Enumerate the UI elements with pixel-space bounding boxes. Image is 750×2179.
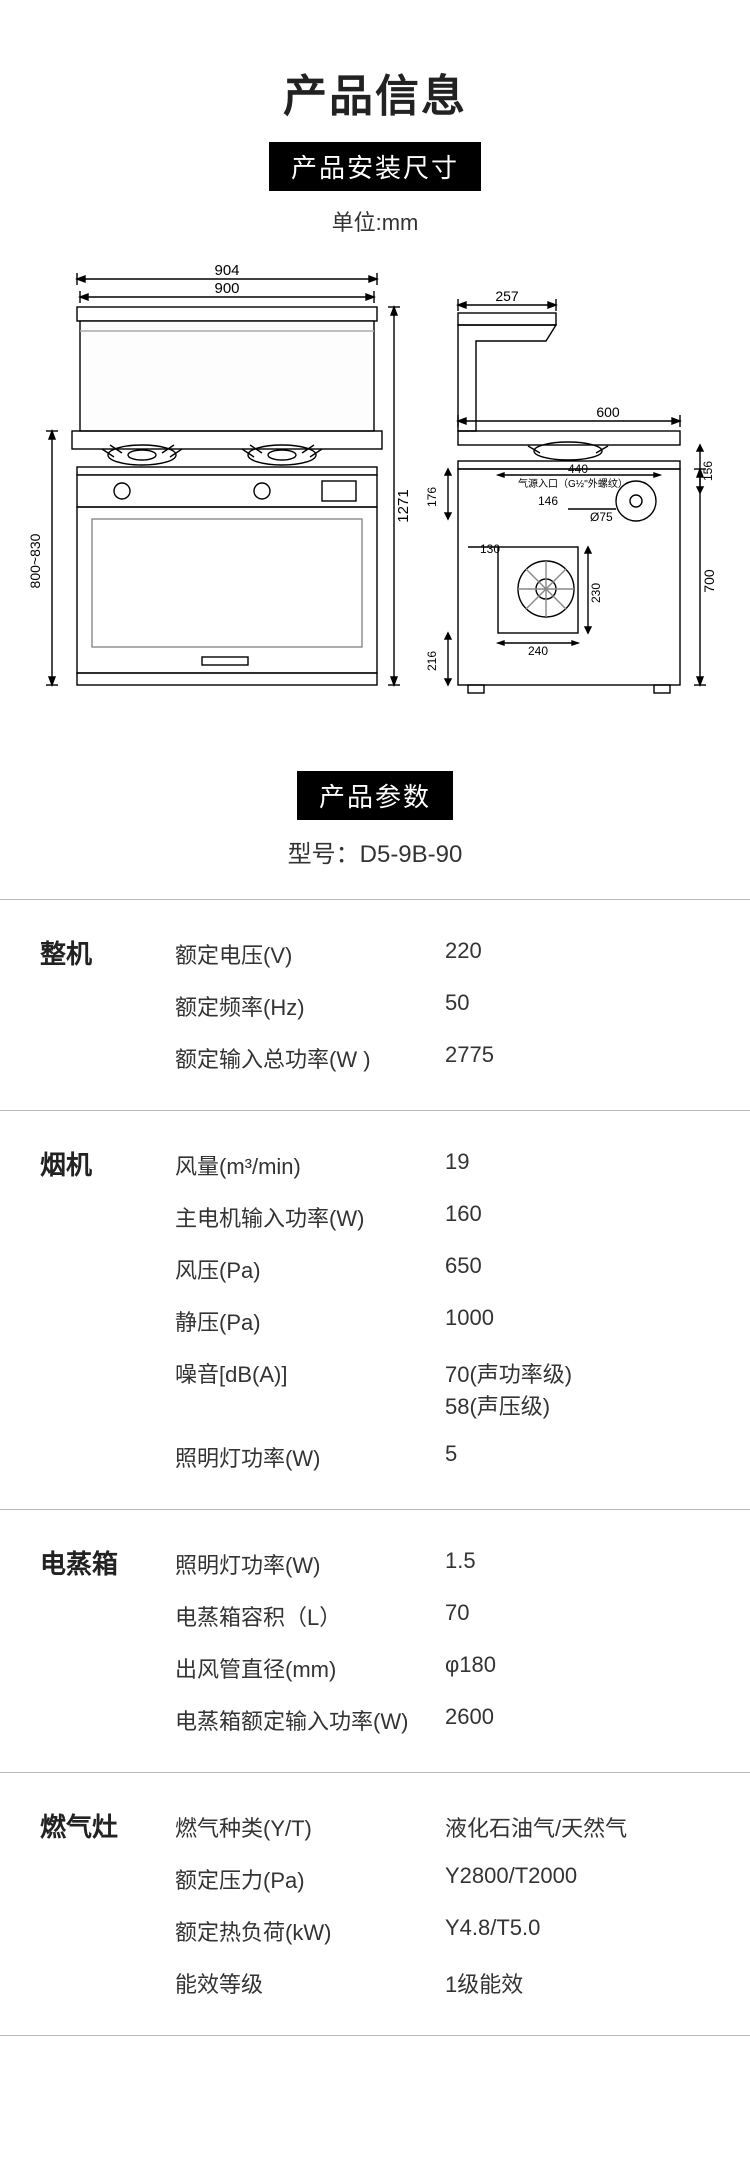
spec-value: 1000 — [445, 1305, 710, 1337]
dim-216: 216 — [425, 651, 439, 671]
bottom-rule — [0, 2035, 750, 2036]
spec-name: 额定压力(Pa) — [175, 1863, 445, 1895]
spec-item: 噪音[dB(A)]70(声功率级) 58(声压级) — [175, 1347, 710, 1431]
dim-146: 146 — [538, 494, 558, 508]
dim-904: 904 — [214, 262, 239, 279]
spec-name: 额定电压(V) — [175, 938, 445, 970]
dim-d75: Ø75 — [590, 510, 613, 524]
spec-name: 出风管直径(mm) — [175, 1652, 445, 1684]
model-number: 型号：D5-9B-90 — [0, 834, 750, 869]
spec-item: 照明灯功率(W)1.5 — [175, 1538, 710, 1590]
front-view-diagram: 904 900 — [22, 261, 412, 701]
svg-text:146: 146 — [538, 494, 558, 508]
spec-table: 整机额定电压(V)220额定频率(Hz)50额定输入总功率(W )2775烟机风… — [0, 899, 750, 2036]
spec-item: 能效等级1级能效 — [175, 1957, 710, 2009]
spec-value: 160 — [445, 1201, 710, 1233]
dim-240: 240 — [528, 644, 548, 658]
spec-item: 额定频率(Hz)50 — [175, 980, 710, 1032]
spec-value: 50 — [445, 990, 710, 1022]
dim-440: 440 — [568, 462, 588, 476]
dim-600: 600 — [596, 404, 620, 420]
dim-156: 156 — [701, 461, 715, 481]
dim-230: 230 — [589, 583, 603, 603]
spec-item: 燃气种类(Y/T)液化石油气/天然气 — [175, 1801, 710, 1853]
dim-700: 700 — [701, 569, 717, 593]
spec-item: 风量(m³/min)19 — [175, 1139, 710, 1191]
spec-name: 静压(Pa) — [175, 1305, 445, 1337]
spec-item: 额定热负荷(kW)Y4.8/T5.0 — [175, 1905, 710, 1957]
spec-name: 能效等级 — [175, 1967, 445, 1999]
spec-item: 主电机输入功率(W)160 — [175, 1191, 710, 1243]
spec-name: 风量(m³/min) — [175, 1149, 445, 1181]
spec-value: 650 — [445, 1253, 710, 1285]
spec-item: 风压(Pa)650 — [175, 1243, 710, 1295]
gas-inlet-label: 气源入口（G½''外螺纹） — [518, 477, 628, 490]
spec-value: 5 — [445, 1441, 710, 1473]
spec-value: 2600 — [445, 1704, 710, 1736]
spec-name: 燃气种类(Y/T) — [175, 1811, 445, 1843]
spec-item: 电蒸箱容积（L）70 — [175, 1590, 710, 1642]
spec-name: 额定输入总功率(W ) — [175, 1042, 445, 1074]
dim-176: 176 — [425, 487, 439, 507]
dim-257: 257 — [495, 288, 519, 304]
product-params-badge: 产品参数 — [297, 771, 453, 820]
install-dimensions-badge: 产品安装尺寸 — [269, 142, 481, 191]
spec-value: 液化石油气/天然气 — [445, 1811, 710, 1843]
spec-value: Y4.8/T5.0 — [445, 1915, 710, 1947]
spec-item: 照明灯功率(W)5 — [175, 1431, 710, 1483]
spec-value: 1.5 — [445, 1548, 710, 1580]
spec-item: 额定输入总功率(W )2775 — [175, 1032, 710, 1084]
spec-value: 2775 — [445, 1042, 710, 1074]
unit-label: 单位:mm — [0, 205, 750, 237]
dim-900: 900 — [214, 280, 239, 297]
spec-name: 电蒸箱容积（L） — [175, 1600, 445, 1632]
group-label: 烟机 — [40, 1145, 175, 1182]
group-label: 电蒸箱 — [40, 1544, 175, 1581]
spec-value: 70(声功率级) 58(声压级) — [445, 1357, 710, 1421]
spec-item: 电蒸箱额定输入功率(W)2600 — [175, 1694, 710, 1746]
spec-value: 1级能效 — [445, 1967, 710, 1999]
spec-item: 额定压力(Pa)Y2800/T2000 — [175, 1853, 710, 1905]
dim-130: 130 — [480, 542, 500, 556]
spec-name: 噪音[dB(A)] — [175, 1357, 445, 1421]
spec-item: 出风管直径(mm)φ180 — [175, 1642, 710, 1694]
spec-value: 70 — [445, 1600, 710, 1632]
side-view-diagram: 257 600 气源入口（G½''外螺纹） — [418, 261, 728, 701]
group-label: 整机 — [40, 934, 175, 971]
spec-group: 燃气灶燃气种类(Y/T)液化石油气/天然气额定压力(Pa)Y2800/T2000… — [0, 1772, 750, 2035]
technical-diagrams: 904 900 — [0, 261, 750, 771]
spec-name: 风压(Pa) — [175, 1253, 445, 1285]
spec-name: 照明灯功率(W) — [175, 1548, 445, 1580]
spec-group: 烟机风量(m³/min)19主电机输入功率(W)160风压(Pa)650静压(P… — [0, 1110, 750, 1509]
spec-name: 照明灯功率(W) — [175, 1441, 445, 1473]
spec-name: 电蒸箱额定输入功率(W) — [175, 1704, 445, 1736]
spec-value: φ180 — [445, 1652, 710, 1684]
spec-value: 19 — [445, 1149, 710, 1181]
spec-item: 额定电压(V)220 — [175, 928, 710, 980]
spec-name: 额定热负荷(kW) — [175, 1915, 445, 1947]
group-label: 燃气灶 — [40, 1807, 175, 1844]
spec-name: 额定频率(Hz) — [175, 990, 445, 1022]
spec-group: 整机额定电压(V)220额定频率(Hz)50额定输入总功率(W )2775 — [0, 899, 750, 1110]
spec-group: 电蒸箱照明灯功率(W)1.5电蒸箱容积（L）70出风管直径(mm)φ180电蒸箱… — [0, 1509, 750, 1772]
dim-1271: 1271 — [395, 489, 412, 522]
spec-value: Y2800/T2000 — [445, 1863, 710, 1895]
spec-name: 主电机输入功率(W) — [175, 1201, 445, 1233]
dim-800-830: 800~830 — [27, 533, 43, 588]
page-title: 产品信息 — [0, 0, 750, 142]
spec-item: 静压(Pa)1000 — [175, 1295, 710, 1347]
spec-value: 220 — [445, 938, 710, 970]
